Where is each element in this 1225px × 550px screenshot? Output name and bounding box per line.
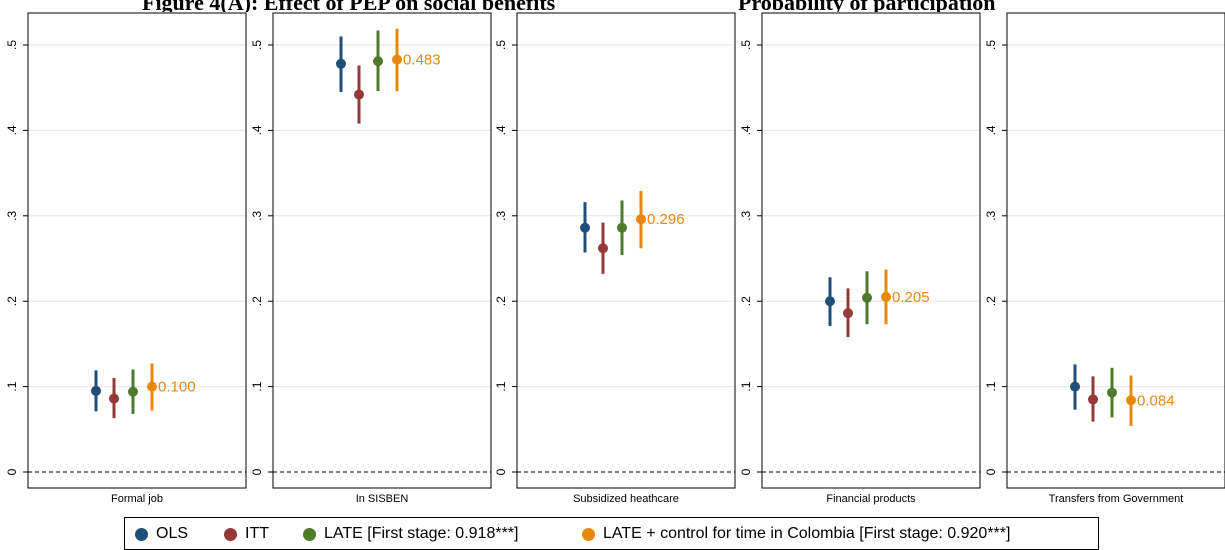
y-tick-label-financial-products-0: 0 [739,468,753,475]
point-subsidized-heathcare-late [617,222,627,233]
y-tick-label-formal-job-2: .2 [5,296,19,306]
y-tick-label-financial-products-5: .5 [739,40,753,50]
point-financial-products-itt [843,308,853,319]
point-transfers-from-government-late_control [1126,395,1136,406]
point-in-sisben-late [373,56,383,67]
y-tick-label-transfers-from-government-4: .4 [984,125,998,135]
panel-frame-financial-products [761,12,981,489]
y-tick-label-subsidized-heathcare-2: .2 [494,296,508,306]
point-in-sisben-itt [354,89,364,100]
legend-item-itt: ITT [224,525,269,543]
figure-title-left: Figure 4(A): Effect of PEP on social ben… [142,0,555,12]
y-tick-label-in-sisben-0: 0 [250,468,264,475]
y-tick-label-transfers-from-government-5: .5 [984,40,998,50]
value-label-in-sisben: 0.483 [403,52,441,69]
y-tick-label-subsidized-heathcare-1: .1 [494,381,508,391]
legend-marker-late-control [582,527,595,541]
panel-frame-in-sisben [272,12,492,489]
legend-label-late-control: LATE + control for time in Colombia [Fir… [603,525,1011,542]
y-tick-label-subsidized-heathcare-0: 0 [494,468,508,475]
y-tick-label-formal-job-4: .4 [5,125,19,135]
point-financial-products-ols [825,296,835,307]
point-subsidized-heathcare-ols [580,222,590,233]
y-tick-label-in-sisben-2: .2 [250,296,264,306]
legend-label-itt: ITT [245,525,269,542]
point-transfers-from-government-itt [1088,394,1098,405]
point-subsidized-heathcare-itt [598,243,608,254]
point-subsidized-heathcare-late_control [636,214,646,225]
legend: OLS ITT LATE [First stage: 0.918***] LAT… [124,517,1099,550]
point-in-sisben-ols [336,58,346,69]
panel-frame-subsidized-heathcare [516,12,736,489]
x-axis-label-transfers-from-government: Transfers from Government [1049,493,1184,505]
y-tick-label-in-sisben-3: .3 [250,210,264,220]
value-label-subsidized-heathcare: 0.296 [647,211,685,228]
point-formal-job-ols [91,385,101,396]
point-transfers-from-government-ols [1070,381,1080,392]
legend-marker-late [303,527,316,541]
y-tick-label-transfers-from-government-2: .2 [984,296,998,306]
y-tick-label-transfers-from-government-0: 0 [984,468,998,475]
y-tick-label-subsidized-heathcare-3: .3 [494,210,508,220]
y-tick-label-transfers-from-government-3: .3 [984,210,998,220]
legend-label-ols: OLS [156,525,189,542]
legend-marker-ols [135,527,148,541]
panel-frame-formal-job [27,12,247,489]
legend-item-late: LATE [First stage: 0.918***] [303,525,518,543]
y-tick-label-in-sisben-4: .4 [250,125,264,135]
x-axis-label-in-sisben: In SISBEN [356,493,409,505]
point-formal-job-late [128,386,138,397]
x-axis-label-financial-products: Financial products [826,493,916,505]
y-tick-label-financial-products-4: .4 [739,125,753,135]
y-tick-label-formal-job-5: .5 [5,40,19,50]
legend-marker-itt [224,527,237,541]
value-label-formal-job: 0.100 [158,379,196,396]
y-tick-label-financial-products-2: .2 [739,296,753,306]
x-axis-label-subsidized-heathcare: Subsidized heathcare [573,493,679,505]
value-label-financial-products: 0.205 [892,289,930,306]
y-tick-label-transfers-from-government-1: .1 [984,381,998,391]
point-in-sisben-late_control [392,54,402,65]
figure-title-right: Probability of participation [738,0,996,12]
y-tick-label-financial-products-3: .3 [739,210,753,220]
y-tick-label-financial-products-1: .1 [739,381,753,391]
legend-item-ols: OLS [135,525,188,543]
y-tick-label-formal-job-3: .3 [5,210,19,220]
legend-item-late-control: LATE + control for time in Colombia [Fir… [582,525,1010,543]
y-tick-label-subsidized-heathcare-5: .5 [494,40,508,50]
figure-title: Figure 4(A): Effect of PEP on social ben… [0,0,1225,12]
point-financial-products-late_control [881,291,891,302]
x-axis-label-formal-job: Formal job [111,493,163,505]
y-tick-label-subsidized-heathcare-4: .4 [494,125,508,135]
panel-frame-transfers-from-government [1006,12,1225,489]
y-tick-label-in-sisben-5: .5 [250,40,264,50]
point-transfers-from-government-late [1107,387,1117,398]
legend-label-late: LATE [First stage: 0.918***] [324,525,519,542]
y-tick-label-formal-job-0: 0 [5,468,19,475]
y-tick-label-formal-job-1: .1 [5,381,19,391]
point-formal-job-itt [109,393,119,404]
value-label-transfers-from-government: 0.084 [1137,392,1175,409]
point-financial-products-late [862,292,872,303]
y-tick-label-in-sisben-1: .1 [250,381,264,391]
point-formal-job-late_control [147,381,157,392]
